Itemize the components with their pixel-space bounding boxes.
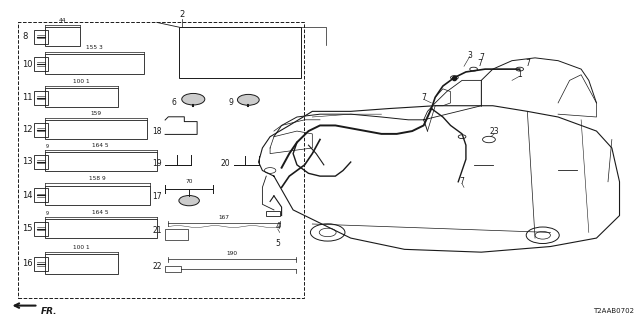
Text: 1: 1 [517,70,522,79]
Circle shape [237,94,259,105]
Text: 2: 2 [180,10,185,19]
Text: 10: 10 [22,60,33,68]
Text: 9: 9 [46,144,49,149]
Bar [34,257,48,271]
Bar [34,30,48,44]
Text: 7: 7 [479,53,484,62]
Text: 22: 22 [152,262,162,271]
Text: 9: 9 [228,98,234,107]
Text: 14: 14 [22,191,33,200]
Bar [34,57,48,71]
Text: 20: 20 [221,159,230,168]
Text: 164 5: 164 5 [93,210,109,215]
Text: 100 1: 100 1 [74,79,90,84]
Text: 6: 6 [171,98,176,107]
Text: T2AAB0702: T2AAB0702 [593,308,634,314]
Bar [266,211,280,216]
Text: 12: 12 [22,125,33,134]
Text: 70: 70 [186,179,193,184]
Text: 13: 13 [22,157,33,166]
Text: 158 9: 158 9 [89,176,106,181]
Bar [34,91,48,105]
Bar [45,54,144,74]
Text: FR.: FR. [40,307,57,316]
Text: 190: 190 [227,251,238,256]
Text: 155 3: 155 3 [86,45,103,50]
Text: 44: 44 [59,18,66,23]
Text: 11: 11 [22,93,33,102]
Circle shape [179,196,200,206]
Text: 16: 16 [22,260,33,268]
Bar [45,152,157,171]
Bar [45,120,147,139]
Text: 7: 7 [477,59,482,68]
Bar [45,88,118,107]
Bar [45,219,157,238]
Bar [34,188,48,202]
Text: 9: 9 [46,211,49,216]
Bar [34,155,48,169]
Bar [45,186,150,205]
Bar [45,27,80,46]
Bar [179,27,301,78]
Text: 7: 7 [460,177,465,186]
Text: 15: 15 [22,224,33,233]
Bar [18,22,304,298]
Circle shape [182,93,205,105]
Text: 17: 17 [152,192,162,201]
Text: 8: 8 [22,32,28,41]
Text: 4: 4 [275,222,280,231]
Text: 5: 5 [275,239,280,248]
Bar [165,266,181,272]
Text: 18: 18 [152,127,162,136]
Text: 19: 19 [152,159,162,168]
Text: 7: 7 [421,93,426,102]
Text: 100 1: 100 1 [74,245,90,250]
Bar [45,254,118,274]
Text: 7: 7 [525,59,530,68]
Bar [165,229,188,240]
Text: 23: 23 [490,127,500,136]
Bar [34,123,48,137]
Text: 21: 21 [152,226,162,235]
Text: 167: 167 [219,215,230,220]
Bar [34,222,48,236]
Text: 159: 159 [90,111,102,116]
Text: 3: 3 [467,51,472,60]
Text: 164 5: 164 5 [93,143,109,148]
